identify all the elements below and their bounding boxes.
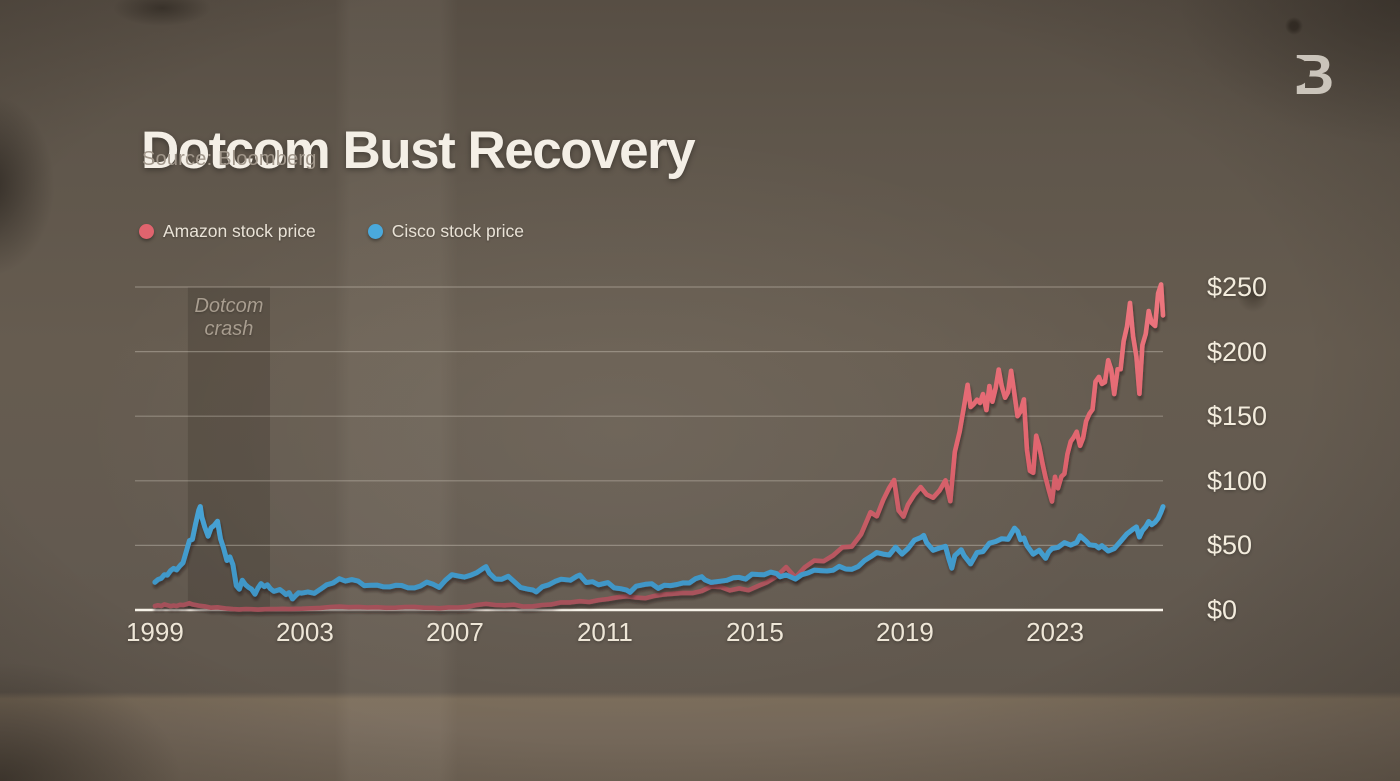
line-chart	[135, 282, 1166, 612]
legend-item-amazon: Amazon stock price	[139, 221, 316, 242]
y-tick-50: $50	[1207, 530, 1253, 561]
y-tick-100: $100	[1207, 465, 1268, 496]
x-tick-2019: 2019	[876, 617, 934, 647]
x-tick-2015: 2015	[726, 617, 784, 647]
cisco-legend-label: Cisco stock price	[391, 221, 524, 241]
page-title: Dotcom Bust Recovery	[141, 120, 696, 180]
dotcom-crash-line2: crash	[204, 317, 254, 340]
y-tick-0: $0	[1207, 595, 1238, 625]
x-tick-2023: 2023	[1026, 617, 1084, 647]
x-tick-2011: 2011	[576, 617, 633, 647]
legend-item-cisco: Cisco stock price	[367, 221, 524, 242]
chart-legend: Amazon stock price Cisco stock price	[139, 221, 524, 242]
amazon-legend-dot	[139, 224, 154, 239]
amazon-legend-label: Amazon stock price	[163, 221, 316, 241]
y-tick-250: $250	[1207, 271, 1268, 302]
dotcom-crash-annotation: Dotcom crash	[188, 295, 270, 341]
x-tick-1999: 1999	[125, 617, 184, 647]
x-tick-2003: 2003	[275, 617, 334, 647]
y-tick-200: $200	[1207, 336, 1268, 367]
cisco-price-line	[152, 504, 1166, 602]
y-tick-150: $150	[1207, 401, 1268, 432]
cisco-legend-dot	[367, 224, 383, 239]
x-tick-2007: 2007	[425, 617, 484, 647]
dotcom-crash-line1: Dotcom	[194, 294, 264, 317]
amazon-price-line	[152, 282, 1166, 612]
source-label: Source: Bloomberg	[142, 148, 317, 170]
bloomberg-logo: B	[1295, 46, 1335, 98]
